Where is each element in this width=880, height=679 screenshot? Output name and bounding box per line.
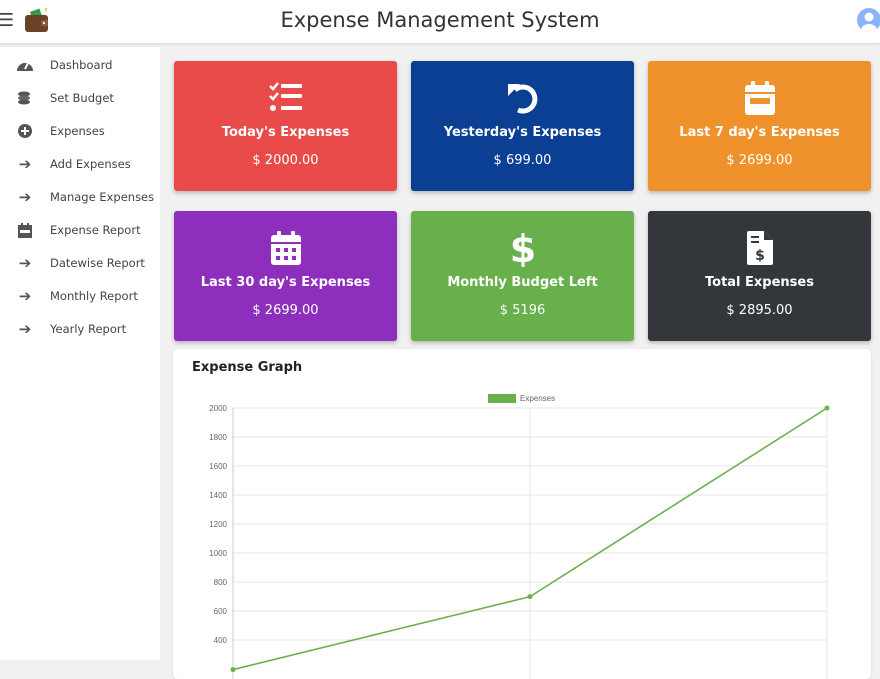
arrow-right-icon: ➔ [18, 188, 32, 206]
sidebar-item-yearly-report[interactable]: ➔ Yearly Report [0, 316, 160, 342]
arrow-right-icon: ➔ [18, 254, 32, 272]
expense-line-chart: 400 600 800 1000 1200 1400 1600 1800 2000 Expense… [209, 394, 830, 679]
sidebar-item-add-expenses[interactable]: ➔ Add Expenses [0, 151, 160, 177]
calendar-icon [0, 222, 50, 238]
y-tick-label: 1200 [209, 520, 227, 529]
y-tick-label: 800 [214, 578, 228, 587]
expense-graph-card: Expense Graph 400 600 800 1000 1200 1400 1600 1… [173, 349, 871, 679]
card-yesterdays-expenses[interactable]: Yesterday's Expenses $ 699.00 [411, 61, 634, 191]
y-tick-label: 1800 [209, 433, 227, 442]
calendar-days-icon [270, 231, 301, 265]
undo-icon [507, 84, 537, 114]
arrow-right-icon: ➔ [18, 155, 32, 173]
dollar-icon: $ [511, 231, 535, 267]
sidebar-item-expense-report[interactable]: Expense Report [0, 217, 160, 243]
sidebar-item-manage-expenses[interactable]: ➔ Manage Expenses [0, 184, 160, 210]
calendar-week-icon [744, 81, 775, 115]
wallet-icon[interactable] [24, 7, 50, 33]
y-tick-label: 400 [214, 636, 228, 645]
sidebar-item-set-budget[interactable]: Set Budget [0, 85, 160, 111]
hamburger-icon[interactable]: ☰ [0, 10, 15, 31]
y-tick-label: 1000 [209, 549, 227, 558]
data-point [230, 667, 236, 673]
card-todays-expenses[interactable]: Today's Expenses $ 2000.00 [174, 61, 397, 191]
y-tick-label: 1600 [209, 462, 227, 471]
legend-label: Expenses [520, 394, 555, 403]
legend-swatch [488, 394, 516, 403]
card-total-expenses[interactable]: $ Total Expenses $ 2895.00 [648, 211, 871, 341]
svg-text:$: $ [511, 231, 535, 267]
sidebar-item-monthly-report[interactable]: ➔ Monthly Report [0, 283, 160, 309]
card-last-30-days-expenses[interactable]: Last 30 day's Expenses $ 2699.00 [174, 211, 397, 341]
y-tick-label: 1400 [209, 491, 227, 500]
tachometer-icon [0, 58, 50, 72]
data-point [527, 594, 533, 600]
invoice-dollar-icon: $ [746, 231, 773, 265]
sidebar: Dashboard Set Budget Expenses ➔ Add Expen… [0, 47, 160, 660]
app-title: Expense Management System [280, 8, 600, 32]
graph-title: Expense Graph [192, 360, 303, 375]
top-header: ☰ Expense Management System [0, 0, 880, 43]
y-tick-label: 2000 [209, 404, 227, 413]
card-monthly-budget-left[interactable]: $ Monthly Budget Left $ 5196 [411, 211, 634, 341]
plus-circle-icon [0, 124, 50, 138]
svg-text:$: $ [755, 248, 765, 264]
data-point [824, 405, 830, 411]
arrow-right-icon: ➔ [18, 320, 32, 338]
y-tick-label: 600 [214, 607, 228, 616]
arrow-right-icon: ➔ [18, 287, 32, 305]
tasks-icon [268, 82, 302, 111]
user-icon[interactable] [857, 8, 880, 32]
card-last-7-days-expenses[interactable]: Last 7 day's Expenses $ 2699.00 [648, 61, 871, 191]
sidebar-item-dashboard[interactable]: Dashboard [0, 52, 160, 78]
coins-icon [0, 90, 50, 106]
sidebar-item-datewise-report[interactable]: ➔ Datewise Report [0, 250, 160, 276]
sidebar-item-expenses[interactable]: Expenses [0, 118, 160, 144]
